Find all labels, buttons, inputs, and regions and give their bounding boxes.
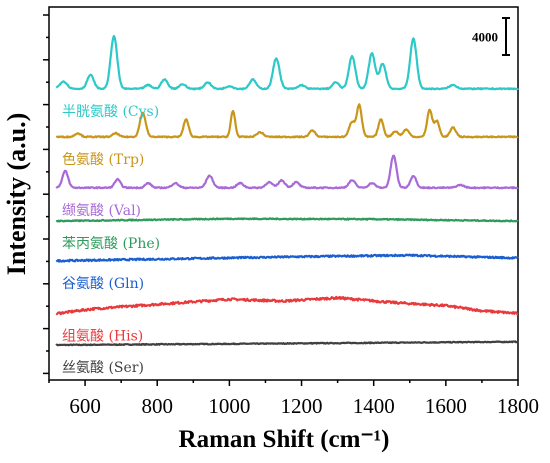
- series-line-5: [55, 103, 519, 139]
- x-tick-label: 1000: [208, 394, 250, 418]
- series-label-2: 谷氨酸 (Gln): [62, 276, 144, 292]
- plot-frame: [48, 6, 519, 381]
- y-axis-ticks: [43, 14, 49, 375]
- series-layer: [55, 34, 519, 347]
- x-axis-label: Raman Shift (cm⁻¹): [179, 426, 390, 453]
- scale-bar: 4000: [472, 17, 510, 56]
- x-tick-label: 1400: [353, 394, 395, 418]
- series-line-1: [55, 295, 519, 316]
- series-label-4: 缬氨酸 (Val): [62, 203, 141, 219]
- x-tick-label: 600: [69, 394, 101, 418]
- series-labels: 丝氨酸 (Ser) 组氨酸 (His) 谷氨酸 (Gln) 苯丙氨酸 (Phe) 缬氨酸…: [62, 104, 160, 376]
- x-tick-label: 1800: [497, 394, 539, 418]
- x-tick-label: 1200: [281, 394, 323, 418]
- y-axis-label: Intensity (a.u.): [2, 113, 31, 276]
- series-line-6: [55, 34, 519, 91]
- x-axis-ticks: 600 800 1000 1200 1400 1600 1800: [48, 380, 539, 418]
- series-label-5: 色氨酸 (Trp): [62, 151, 144, 168]
- series-label-0: 丝氨酸 (Ser): [62, 360, 144, 376]
- series-line-3: [55, 217, 519, 223]
- series-label-1: 组氨酸 (His): [62, 329, 143, 345]
- x-tick-label: 1600: [425, 394, 467, 418]
- series-line-2: [55, 253, 519, 263]
- series-label-3: 苯丙氨酸 (Phe): [62, 235, 160, 252]
- scale-bar-label: 4000: [472, 30, 498, 45]
- series-label-6: 半胱氨酸 (Cys): [62, 104, 159, 120]
- series-line-4: [55, 154, 519, 190]
- series-line-0: [55, 340, 519, 347]
- x-tick-label: 800: [141, 394, 173, 418]
